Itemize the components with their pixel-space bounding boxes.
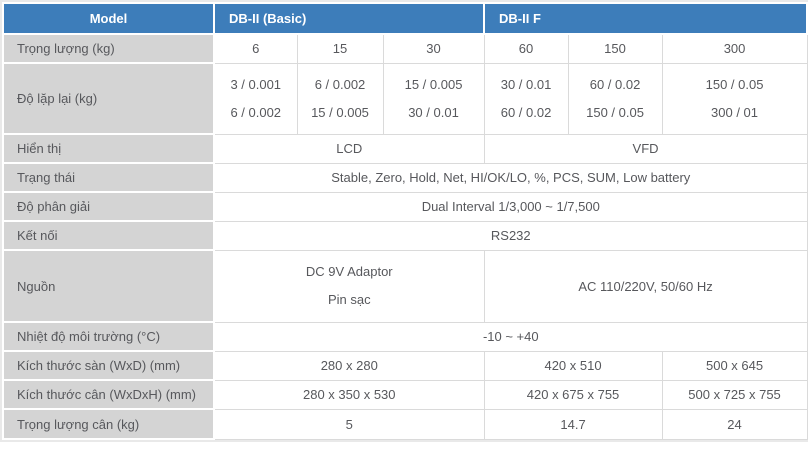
row-status: Trạng thái Stable, Zero, Hold, Net, HI/O… xyxy=(2,162,808,193)
repeatability-value: 60 / 0.02 150 / 0.05 xyxy=(567,62,663,135)
resolution-value: Dual Interval 1/3,000 ~ 1/7,500 xyxy=(213,191,808,222)
header-row: Model DB-II (Basic) DB-II F xyxy=(2,2,808,35)
repeatability-line: 15 / 0.005 xyxy=(404,76,463,92)
repeatability-line: 6 / 0.002 xyxy=(230,104,282,120)
scale-weight-basic: 5 xyxy=(213,408,485,440)
header-cell-model: Model xyxy=(2,2,215,35)
capacity-value: 6 xyxy=(213,33,298,64)
row-repeatability: Độ lặp lại (kg) 3 / 0.001 6 / 0.002 6 / … xyxy=(2,62,808,135)
row-label-temperature: Nhiệt độ môi trường (°C) xyxy=(2,321,215,352)
repeatability-value: 150 / 0.05 300 / 01 xyxy=(661,62,808,135)
temperature-value: -10 ~ +40 xyxy=(213,321,808,352)
row-power: Nguồn DC 9V Adaptor Pin sạc AC 110/220V,… xyxy=(2,249,808,323)
spec-table-wrapper: Model DB-II (Basic) DB-II F Trọng lượng … xyxy=(0,0,808,442)
row-platform-size: Kích thước sàn (WxD) (mm) 280 x 280 420 … xyxy=(2,350,808,381)
repeatability-line: 300 / 01 xyxy=(711,104,759,120)
connectivity-value: RS232 xyxy=(213,220,808,251)
platform-size-f-small: 420 x 510 xyxy=(483,350,663,381)
overall-size-f-large: 500 x 725 x 755 xyxy=(661,379,808,410)
row-label-overall-size: Kích thước cân (WxDxH) (mm) xyxy=(2,379,215,410)
scale-weight-f-large: 24 xyxy=(661,408,808,440)
row-label-connectivity: Kết nối xyxy=(2,220,215,251)
row-label-capacity: Trọng lượng (kg) xyxy=(2,33,215,64)
row-overall-size: Kích thước cân (WxDxH) (mm) 280 x 350 x … xyxy=(2,379,808,410)
repeatability-line: 3 / 0.001 xyxy=(230,76,282,92)
platform-size-f-large: 500 x 645 xyxy=(661,350,808,381)
header-cell-db2-basic: DB-II (Basic) xyxy=(212,2,486,35)
repeatability-line: 60 / 0.02 xyxy=(500,104,552,120)
capacity-value: 300 xyxy=(661,33,808,64)
row-label-scale-weight: Trọng lượng cân (kg) xyxy=(2,408,215,440)
power-basic-line: DC 9V Adaptor xyxy=(305,264,393,279)
row-connectivity: Kết nối RS232 xyxy=(2,220,808,251)
repeatability-line: 30 / 0.01 xyxy=(408,104,459,120)
row-scale-weight: Trọng lượng cân (kg) 5 14.7 24 xyxy=(2,408,808,440)
row-temperature: Nhiệt độ môi trường (°C) -10 ~ +40 xyxy=(2,321,808,352)
repeatability-line: 30 / 0.01 xyxy=(500,76,552,92)
power-basic-value: DC 9V Adaptor Pin sạc xyxy=(213,249,485,323)
display-f-value: VFD xyxy=(483,133,808,164)
overall-size-f-small: 420 x 675 x 755 xyxy=(483,379,663,410)
platform-size-basic: 280 x 280 xyxy=(213,350,485,381)
power-basic-line: Pin sạc xyxy=(327,292,371,307)
capacity-value: 15 xyxy=(296,33,384,64)
capacity-value: 30 xyxy=(382,33,485,64)
row-label-status: Trạng thái xyxy=(2,162,215,193)
scale-weight-f-small: 14.7 xyxy=(483,408,663,440)
repeatability-value: 3 / 0.001 6 / 0.002 xyxy=(213,62,298,135)
power-f-value: AC 110/220V, 50/60 Hz xyxy=(483,249,808,323)
display-basic-value: LCD xyxy=(213,133,485,164)
spec-table: Model DB-II (Basic) DB-II F Trọng lượng … xyxy=(2,2,808,440)
row-label-display: Hiển thị xyxy=(2,133,215,164)
status-value: Stable, Zero, Hold, Net, HI/OK/LO, %, PC… xyxy=(213,162,808,193)
row-label-resolution: Độ phân giải xyxy=(2,191,215,222)
row-label-platform-size: Kích thước sàn (WxD) (mm) xyxy=(2,350,215,381)
repeatability-line: 60 / 0.02 xyxy=(589,76,641,92)
row-display: Hiển thị LCD VFD xyxy=(2,133,808,164)
repeatability-value: 6 / 0.002 15 / 0.005 xyxy=(296,62,384,135)
capacity-value: 150 xyxy=(567,33,663,64)
repeatability-line: 150 / 0.05 xyxy=(705,76,764,92)
row-label-power: Nguồn xyxy=(2,249,215,323)
row-label-repeatability: Độ lặp lại (kg) xyxy=(2,62,215,135)
row-capacity: Trọng lượng (kg) 6 15 30 60 150 300 xyxy=(2,33,808,64)
overall-size-basic: 280 x 350 x 530 xyxy=(213,379,485,410)
repeatability-line: 15 / 0.005 xyxy=(311,104,369,120)
header-cell-db2-f: DB-II F xyxy=(483,2,808,35)
repeatability-value: 30 / 0.01 60 / 0.02 xyxy=(483,62,569,135)
repeatability-line: 150 / 0.05 xyxy=(586,104,644,120)
repeatability-value: 15 / 0.005 30 / 0.01 xyxy=(382,62,485,135)
repeatability-line: 6 / 0.002 xyxy=(314,76,366,92)
row-resolution: Độ phân giải Dual Interval 1/3,000 ~ 1/7… xyxy=(2,191,808,222)
capacity-value: 60 xyxy=(483,33,569,64)
